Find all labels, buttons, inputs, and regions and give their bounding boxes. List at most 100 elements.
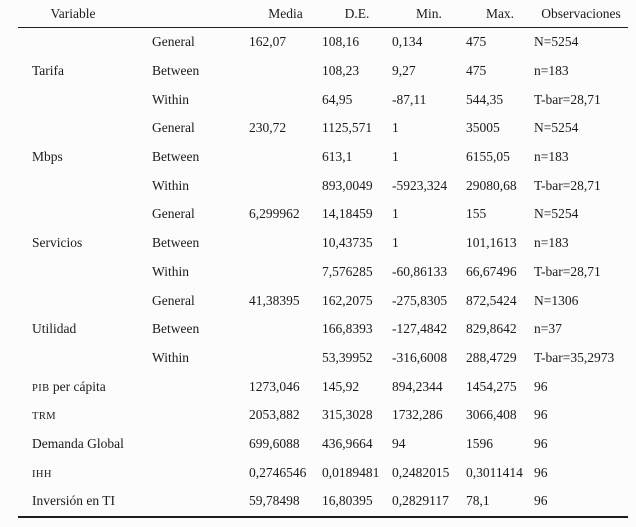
media-value [249, 57, 322, 86]
subgroup-label: Within [152, 177, 189, 193]
de-value: 108,23 [322, 63, 360, 79]
subgroup-label: Between [152, 321, 200, 337]
variable-cell [18, 28, 152, 57]
max-value: 1454,275 [466, 378, 517, 394]
variable-cell: Mbps [18, 143, 152, 172]
de-value: 166,8393 [322, 321, 373, 337]
table-row: PIB per cápita 1273,046 145,92 894,2344 … [18, 372, 628, 401]
variable-cell [18, 200, 152, 229]
max-value: 475 [466, 34, 487, 50]
observaciones-value: 96 [534, 487, 628, 518]
observaciones-value: N=5254 [534, 34, 579, 50]
observaciones-value: n=183 [534, 149, 569, 165]
min-value: 0,2829117 [392, 487, 466, 518]
min-value: 1 [392, 120, 399, 136]
observaciones-value: T-bar=28,71 [534, 177, 601, 193]
de-value: 7,576285 [322, 263, 373, 279]
de-value: 10,43735 [322, 235, 373, 251]
max-value: 1596 [466, 435, 493, 451]
de-value: 16,80395 [322, 487, 392, 518]
observaciones-value: 96 [534, 464, 548, 480]
table-row: IHH 0,2746546 0,0189481 0,2482015 0,3011… [18, 458, 628, 487]
media-value: 41,38395 [249, 292, 300, 308]
subgroup-label: Between [152, 149, 200, 165]
subgroup-label [152, 430, 249, 459]
variable-acronym: TRM [32, 411, 56, 423]
subgroup-label: Between [152, 235, 200, 251]
de-value: 145,92 [322, 378, 360, 394]
media-value: 162,07 [249, 34, 287, 50]
observaciones-value: 96 [534, 407, 548, 423]
summary-statistics-table: Variable Media D.E. Min. Max. Observacio… [18, 0, 628, 518]
table-row: Utilidad Between 166,8393 -127,4842 829,… [18, 315, 628, 344]
subgroup-label: General [152, 206, 195, 222]
variable-cell: IHH [18, 458, 152, 487]
observaciones-value: n=183 [534, 235, 569, 251]
max-value: 0,3011414 [466, 464, 523, 480]
min-value: 1 [392, 206, 399, 222]
variable-acronym: IHH [32, 468, 52, 480]
observaciones-value: T-bar=28,71 [534, 263, 601, 279]
max-value: 35005 [466, 120, 500, 136]
subgroup-label: Within [152, 349, 189, 365]
min-value: 94 [392, 435, 406, 451]
variable-label: Tarifa [32, 63, 65, 79]
de-value: 64,95 [322, 91, 353, 107]
de-value: 14,18459 [322, 206, 373, 222]
subgroup-label: General [152, 292, 195, 308]
variable-label: Demanda Global [32, 435, 124, 451]
observaciones-value: T-bar=35,2973 [534, 349, 615, 365]
table-header: Variable Media D.E. Min. Max. Observacio… [18, 0, 628, 28]
de-value: 1125,571 [322, 120, 373, 136]
min-value: -5923,324 [392, 177, 448, 193]
subgroup-label [152, 487, 249, 518]
max-value: 6155,05 [466, 149, 510, 165]
table-row: General 162,07 108,16 0,134 475 N=5254 [18, 28, 628, 57]
min-value: 0,2482015 [392, 464, 450, 480]
variable-cell: Demanda Global [18, 430, 152, 459]
media-value [249, 171, 322, 200]
media-value: 59,78498 [249, 487, 322, 518]
min-value: 894,2344 [392, 378, 443, 394]
min-value: 1 [392, 235, 399, 251]
table-row: Mbps Between 613,1 1 6155,05 n=183 [18, 143, 628, 172]
min-value: 1 [392, 149, 399, 165]
variable-cell [18, 344, 152, 373]
min-value: 0,134 [392, 34, 423, 50]
de-value: 108,16 [322, 34, 360, 50]
table-row: Within 7,576285 -60,86133 66,67496 T-bar… [18, 258, 628, 287]
media-value: 1273,046 [249, 378, 300, 394]
table-row: General 6,299962 14,18459 1 155 N=5254 [18, 200, 628, 229]
subgroup-label: Within [152, 263, 189, 279]
media-value [249, 229, 322, 258]
variable-cell [18, 171, 152, 200]
variable-cell: Tarifa [18, 57, 152, 86]
max-value: 155 [466, 206, 487, 222]
subgroup-label [152, 372, 249, 401]
subgroup-label [152, 401, 249, 430]
de-value: 613,1 [322, 149, 353, 165]
de-value: 0,0189481 [322, 464, 380, 480]
max-value: 829,8642 [466, 321, 517, 337]
header-max: Max. [466, 0, 534, 28]
media-value: 699,6088 [249, 435, 300, 451]
variable-label: Inversión en TI [32, 493, 115, 509]
table-row: Tarifa Between 108,23 9,27 475 n=183 [18, 57, 628, 86]
subgroup-label: Between [152, 63, 200, 79]
max-value: 872,5424 [466, 292, 517, 308]
media-value: 2053,882 [249, 407, 300, 423]
table-row: Within 53,39952 -316,6008 288,4729 T-bar… [18, 344, 628, 373]
max-value: 101,1613 [466, 235, 517, 251]
header-min: Min. [392, 0, 466, 28]
table-row: Within 64,95 -87,11 544,35 T-bar=28,71 [18, 85, 628, 114]
variable-cell [18, 258, 152, 287]
observaciones-value: n=183 [534, 63, 569, 79]
max-value: 66,67496 [466, 263, 517, 279]
variable-cell [18, 85, 152, 114]
media-value [249, 344, 322, 373]
variable-cell: PIB per cápita [18, 372, 152, 401]
de-value: 162,2075 [322, 292, 373, 308]
table-row: Servicios Between 10,43735 1 101,1613 n=… [18, 229, 628, 258]
observaciones-value: N=1306 [534, 292, 579, 308]
header-media: Media [249, 0, 322, 28]
